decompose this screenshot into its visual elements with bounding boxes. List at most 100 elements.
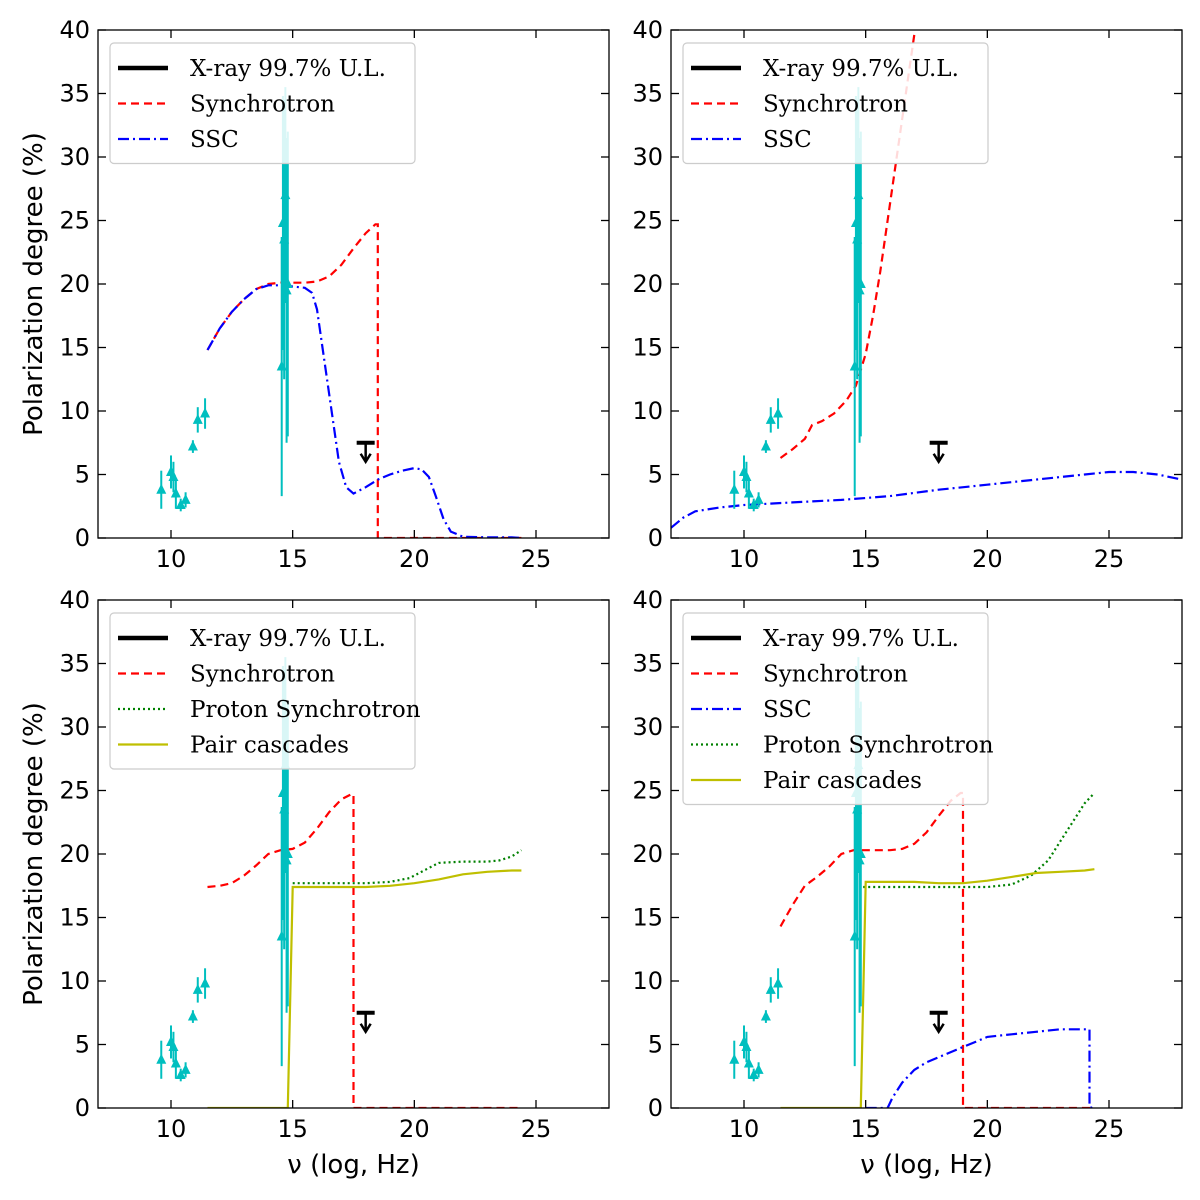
y-tick-label: 25 (59, 777, 90, 805)
data-point (281, 284, 292, 295)
curves (206, 223, 522, 538)
x-axis-label: ν (log, Hz) (287, 1150, 419, 1180)
y-tick-label: 5 (75, 1031, 90, 1059)
data-point (187, 1010, 198, 1021)
y-tick-label: 15 (632, 334, 663, 362)
data-point (773, 407, 784, 418)
y-tick-label: 35 (59, 650, 90, 678)
legend-box (109, 42, 416, 165)
x-tick-label: 15 (850, 545, 881, 573)
series-line-ssc (865, 1028, 1093, 1108)
legend-label: X-ray 99.7% U.L. (190, 56, 386, 82)
data-point (743, 1057, 754, 1068)
legend-box (682, 42, 989, 165)
y-tick-label: 10 (59, 397, 90, 425)
legend-label: Synchrotron (190, 92, 335, 118)
data-point (753, 1063, 764, 1074)
y-tick-label: 25 (632, 777, 663, 805)
y-tick-label: 40 (59, 586, 90, 614)
legend-label: Pair cascades (190, 733, 349, 759)
y-tick-label: 10 (59, 967, 90, 995)
x-tick-label: 20 (399, 545, 430, 573)
y-tick-label: 30 (59, 143, 90, 171)
xray-upper-limit-marker (356, 1010, 375, 1035)
x-tick-label: 10 (156, 1115, 187, 1143)
data-point (175, 498, 186, 509)
legend-label: Pair cascades (763, 768, 922, 794)
legend-box (682, 612, 989, 806)
data-point (855, 278, 866, 288)
data-point (773, 977, 784, 988)
data-point (760, 440, 771, 451)
legend-label: Proton Synchrotron (763, 733, 994, 759)
x-tick-label: 25 (521, 545, 552, 573)
series-line-pair (207, 869, 522, 1108)
y-tick-label: 10 (632, 397, 663, 425)
y-tick-label: 35 (59, 80, 90, 108)
data-point (187, 440, 198, 451)
y-tick-label: 20 (59, 840, 90, 868)
x-tick-label: 20 (399, 1115, 430, 1143)
xray-upper-limit-marker (929, 1010, 948, 1035)
series-line-proton (292, 849, 522, 885)
y-tick-label: 0 (648, 1094, 663, 1122)
y-tick-label: 25 (632, 207, 663, 235)
panel-bottom-left: 10 15 20 25 0 5 10 15 20 25 30 35 40 ν (log, Hz) Polar… (19, 586, 610, 1180)
legend-label: SSC (763, 127, 812, 153)
curves (779, 791, 1096, 1108)
panel-top-right: 10 15 20 25 0 5 10 15 20 25 30 35 40 X-ray 99.7% U.L.… (632, 16, 1183, 573)
data-point (854, 284, 865, 295)
x-tick-label: 10 (729, 545, 760, 573)
y-tick-label: 40 (59, 16, 90, 44)
x-tick-label: 15 (850, 1115, 881, 1143)
ticks: 10 15 20 25 0 5 10 15 20 25 30 35 40 (632, 16, 1182, 573)
y-tick-label: 15 (59, 334, 90, 362)
y-tick-label: 15 (632, 904, 663, 932)
y-tick-label: 20 (59, 270, 90, 298)
y-axis-label: Polarization degree (%) (19, 702, 49, 1006)
data-point (170, 487, 181, 498)
data-point (170, 1057, 181, 1068)
data-point (748, 498, 759, 509)
y-tick-label: 40 (632, 16, 663, 44)
legend-box (109, 612, 416, 770)
series-line-proton (863, 792, 1096, 889)
data-point (175, 1068, 186, 1079)
legend-label: X-ray 99.7% U.L. (763, 626, 959, 652)
y-tick-label: 30 (59, 713, 90, 741)
x-tick-label: 20 (972, 545, 1003, 573)
series-line-pair (780, 868, 1095, 1108)
data-point (760, 1010, 771, 1021)
y-tick-label: 35 (632, 80, 663, 108)
y-tick-label: 30 (632, 713, 663, 741)
legend-label: Proton Synchrotron (190, 697, 421, 723)
data-point (855, 848, 866, 858)
xray-upper-limit-marker (356, 440, 375, 465)
y-tick-label: 10 (632, 967, 663, 995)
x-tick-label: 25 (521, 1115, 552, 1143)
y-tick-label: 20 (632, 270, 663, 298)
data-point (729, 483, 740, 494)
legend-label: SSC (763, 697, 812, 723)
data-point (200, 977, 211, 988)
y-axis-label: Polarization degree (%) (19, 132, 49, 436)
y-tick-label: 0 (75, 524, 90, 552)
observed-points (729, 87, 866, 512)
legend-label: Synchrotron (763, 662, 908, 688)
y-tick-label: 0 (75, 1094, 90, 1122)
x-tick-label: 10 (729, 1115, 760, 1143)
data-point (156, 483, 167, 494)
x-tick-label: 20 (972, 1115, 1003, 1143)
ticks: 10 15 20 25 0 5 10 15 20 25 30 35 40 (59, 16, 609, 573)
series-line-ssc (206, 284, 522, 538)
data-point (192, 983, 203, 994)
legend: X-ray 99.7% U.L. Synchrotron SSC (682, 42, 989, 165)
legend: X-ray 99.7% U.L. Synchrotron SSC (109, 42, 416, 165)
y-tick-label: 5 (648, 461, 663, 489)
x-tick-label: 25 (1094, 1115, 1125, 1143)
data-point (180, 1063, 191, 1074)
y-tick-label: 20 (632, 840, 663, 868)
y-tick-label: 40 (632, 586, 663, 614)
y-tick-label: 30 (632, 143, 663, 171)
